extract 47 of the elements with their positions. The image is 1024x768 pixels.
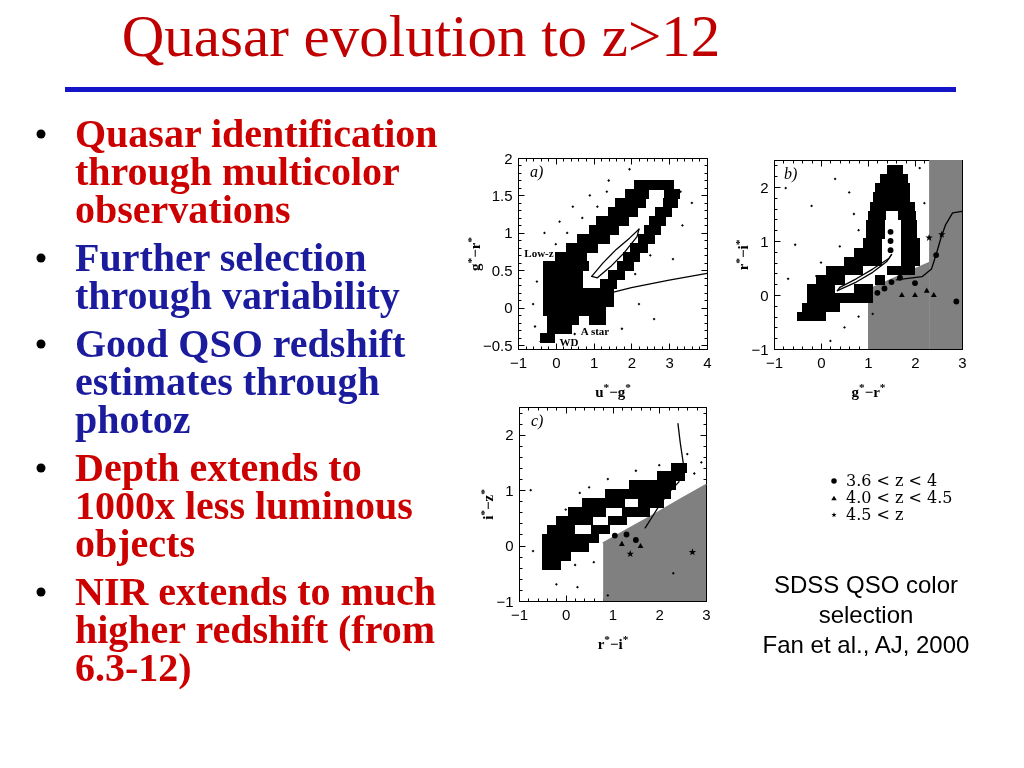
x-tick-label: 2 (911, 353, 920, 371)
y-tick-label: 2 (505, 426, 514, 444)
x-tick-label: 2 (655, 605, 664, 623)
annotation: a) (530, 163, 544, 181)
text: Depth extends to 1000x less luminous objects (75, 445, 413, 566)
text: 3.6 < z < 4 (846, 471, 938, 490)
x-tick-label: 1 (589, 353, 599, 371)
text: Fan et al., AJ, 2000 (762, 631, 970, 658)
x-tick-label: 4 (703, 353, 712, 371)
text: Good QSO redshift estimates through photoz (75, 321, 406, 442)
y-tick-label: −1 (496, 592, 514, 610)
y-tick-label: 1.5 (491, 186, 513, 204)
x-tick-label: 3 (702, 605, 711, 623)
y-tick-label: 0.5 (491, 261, 513, 279)
y-tick-label: −0.5 (482, 336, 513, 354)
y-tick-label: 0 (504, 299, 513, 317)
y-tick-label: 2 (760, 178, 769, 196)
x-axis-title: g$^{*}$−r$^{*}$ (851, 381, 886, 400)
annotation: b) (784, 165, 798, 183)
x-tick-label: 2 (627, 353, 637, 371)
annotation: c) (531, 412, 544, 430)
legend-label: 4.0 < z < 4.5 (846, 488, 953, 507)
y-tick-label: −1 (751, 340, 769, 358)
text: Further selection through variability (75, 235, 400, 318)
x-tick-label: 1 (864, 353, 873, 371)
y-tick-label: 1 (505, 481, 514, 499)
annotation: A star (580, 325, 610, 337)
y-tick-label: 0 (760, 286, 769, 304)
text: Quasar evolution to z>12 (120, 2, 722, 71)
y-tick-label: 0 (505, 537, 514, 555)
text: NIR extends to much higher redshift (from 6.3-12) (75, 569, 437, 690)
x-tick-label: 0 (562, 605, 571, 623)
x-axis-title: u$^{*}$−g$^{*}$ (595, 381, 632, 400)
x-axis-title: r$^{*}$−i$^{*}$ (597, 633, 629, 652)
y-tick-label: 1 (760, 232, 769, 250)
text: SDSS QSO color selection (773, 571, 959, 628)
x-tick-label: 3 (958, 353, 967, 371)
x-tick-label: 3 (665, 353, 674, 371)
annotation: WD (559, 336, 579, 348)
y-tick-label: 2 (504, 149, 513, 167)
text: Quasar identification through multicolor observations (75, 111, 438, 232)
x-tick-label: 1 (608, 605, 618, 623)
y-tick-label: 1 (504, 224, 513, 242)
legend-label: 4.5 < z (846, 505, 904, 524)
annotation: Low-z (524, 247, 554, 259)
x-tick-label: 0 (817, 353, 826, 371)
x-tick-label: 0 (552, 353, 561, 371)
